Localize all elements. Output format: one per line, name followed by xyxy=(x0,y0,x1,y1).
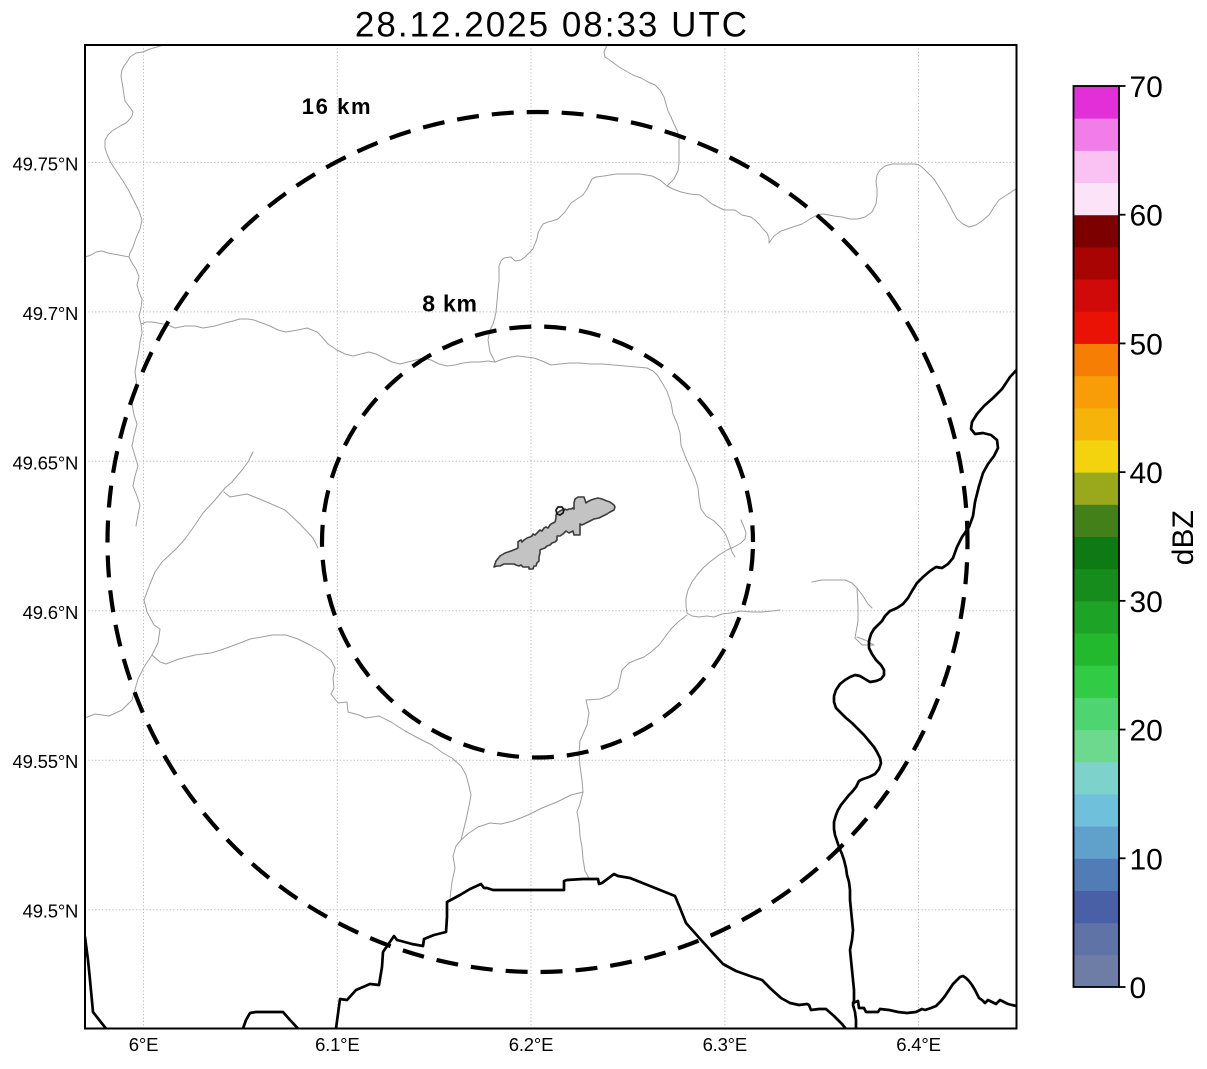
svg-text:6°E: 6°E xyxy=(129,1034,158,1055)
svg-text:40: 40 xyxy=(1130,457,1163,490)
svg-text:6.4°E: 6.4°E xyxy=(896,1034,940,1055)
svg-text:dBZ: dBZ xyxy=(1167,510,1200,565)
svg-text:30: 30 xyxy=(1130,586,1163,619)
svg-text:49.75°N: 49.75°N xyxy=(13,153,79,174)
svg-text:49.7°N: 49.7°N xyxy=(23,303,79,324)
svg-text:16 km: 16 km xyxy=(302,94,372,119)
svg-text:10: 10 xyxy=(1130,843,1163,876)
svg-text:49.65°N: 49.65°N xyxy=(13,452,79,473)
svg-text:49.5°N: 49.5°N xyxy=(23,901,79,922)
svg-text:60: 60 xyxy=(1130,200,1163,233)
svg-text:6.3°E: 6.3°E xyxy=(703,1034,747,1055)
svg-text:49.55°N: 49.55°N xyxy=(13,751,79,772)
svg-text:0: 0 xyxy=(1130,972,1147,1005)
svg-text:49.6°N: 49.6°N xyxy=(23,602,79,623)
svg-text:20: 20 xyxy=(1130,715,1163,748)
svg-text:6.1°E: 6.1°E xyxy=(315,1034,359,1055)
svg-text:28.12.2025 08:33 UTC: 28.12.2025 08:33 UTC xyxy=(355,6,749,45)
svg-text:50: 50 xyxy=(1130,328,1163,361)
svg-text:70: 70 xyxy=(1130,71,1163,104)
svg-text:6.2°E: 6.2°E xyxy=(509,1034,553,1055)
svg-text:8 km: 8 km xyxy=(422,291,478,317)
